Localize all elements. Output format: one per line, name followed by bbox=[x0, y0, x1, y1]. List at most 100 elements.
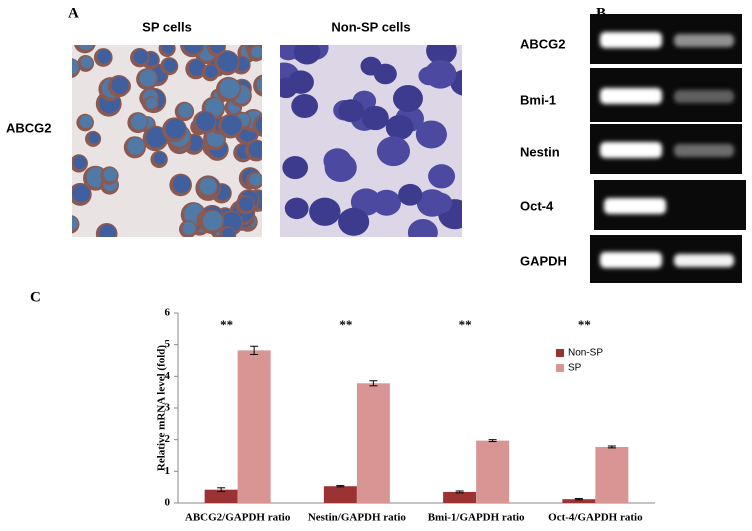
cell-nucleus bbox=[162, 45, 175, 54]
cell-nucleus bbox=[182, 221, 196, 235]
annotation: ** bbox=[339, 317, 352, 332]
gel-band bbox=[604, 198, 666, 214]
gene-label: GAPDH bbox=[520, 253, 567, 268]
cell-nucleus bbox=[202, 210, 223, 231]
cell-nucleus bbox=[72, 184, 91, 203]
cell-nucleus bbox=[248, 141, 262, 158]
cell-nucleus bbox=[415, 120, 447, 149]
cell-nucleus bbox=[165, 118, 186, 139]
cell-nucleus bbox=[424, 59, 457, 89]
cell-nucleus bbox=[188, 59, 205, 76]
cell-nucleus bbox=[429, 192, 453, 214]
cell-nucleus bbox=[219, 78, 240, 99]
gel-band bbox=[674, 254, 734, 267]
gel-band bbox=[600, 142, 662, 158]
cell-nucleus bbox=[78, 45, 94, 50]
x-tick-label: ABCG2/GAPDH ratio bbox=[185, 512, 291, 524]
cell bbox=[253, 74, 262, 97]
column-label: SP cells bbox=[142, 19, 192, 34]
cell-nucleus bbox=[376, 136, 411, 167]
cell-nucleus bbox=[398, 183, 423, 206]
y-axis-label: Relative mRNA level (fold) bbox=[156, 345, 168, 471]
cell-nucleus bbox=[72, 59, 79, 75]
legend-label: Non-SP bbox=[568, 348, 603, 359]
cell-nucleus bbox=[284, 197, 309, 220]
cell-nucleus bbox=[426, 45, 457, 65]
cell-nucleus bbox=[99, 224, 117, 237]
cell-nucleus bbox=[287, 70, 314, 94]
bar bbox=[476, 440, 510, 503]
y-tick-label: 6 bbox=[165, 307, 171, 319]
y-tick-label: 5 bbox=[165, 338, 171, 350]
cell-nucleus bbox=[146, 127, 167, 148]
cell-nucleus bbox=[146, 97, 158, 109]
panel-label: A bbox=[68, 5, 79, 21]
gel-band bbox=[600, 32, 662, 48]
y-tick-label: 3 bbox=[165, 402, 171, 414]
bar bbox=[356, 383, 390, 503]
cell-nucleus bbox=[372, 189, 401, 216]
cell-nucleus bbox=[338, 99, 364, 123]
legend-swatch bbox=[556, 349, 564, 357]
cell-nucleus bbox=[163, 58, 177, 72]
gene-label: ABCG2 bbox=[520, 36, 566, 51]
y-tick-label: 0 bbox=[165, 497, 171, 509]
annotation: ** bbox=[459, 317, 472, 332]
bar bbox=[323, 486, 357, 503]
bar bbox=[595, 446, 629, 503]
panel-label: C bbox=[30, 289, 41, 305]
cell-nucleus bbox=[196, 112, 216, 131]
cell-nucleus bbox=[210, 45, 225, 54]
column-label: Non-SP cells bbox=[331, 19, 410, 34]
cell-nucleus bbox=[338, 207, 370, 236]
legend-label: SP bbox=[568, 363, 582, 374]
cell-nucleus bbox=[249, 173, 262, 186]
x-tick-label: Oct-4/GAPDH ratio bbox=[548, 512, 643, 524]
cell-nucleus bbox=[111, 76, 129, 94]
cell-nucleus bbox=[133, 49, 148, 64]
cell-nucleus bbox=[221, 115, 242, 135]
cell-nucleus bbox=[79, 115, 93, 128]
cell-nucleus bbox=[178, 103, 193, 118]
bar bbox=[562, 499, 596, 503]
cell-nucleus bbox=[88, 132, 100, 144]
cell-nucleus bbox=[183, 45, 203, 54]
cell-nucleus bbox=[361, 105, 389, 131]
error-bar bbox=[250, 345, 259, 355]
cell-nucleus bbox=[222, 227, 235, 237]
gene-label: Bmi-1 bbox=[520, 92, 556, 107]
cell-nucleus bbox=[172, 175, 191, 193]
gel-band bbox=[674, 90, 734, 103]
row-label: ABCG2 bbox=[6, 120, 52, 135]
error-bar bbox=[217, 487, 226, 493]
cell-nucleus bbox=[153, 152, 167, 165]
bar bbox=[443, 491, 477, 503]
panel-label: B bbox=[596, 5, 606, 21]
x-tick-label: Nestin/GAPDH ratio bbox=[308, 512, 407, 524]
y-tick-label: 2 bbox=[165, 433, 171, 445]
cell-nucleus bbox=[255, 116, 262, 134]
cell-nucleus bbox=[73, 155, 87, 170]
cell-nucleus bbox=[217, 51, 239, 72]
x-tick-label: Bmi-1/GAPDH ratio bbox=[428, 512, 525, 524]
cell-nucleus bbox=[205, 65, 218, 78]
cell-nucleus bbox=[293, 45, 321, 65]
annotation: ** bbox=[578, 317, 591, 332]
cell-nucleus bbox=[256, 76, 262, 93]
cell-nucleus bbox=[199, 177, 217, 195]
error-bar bbox=[455, 490, 464, 494]
gel-band bbox=[600, 252, 662, 268]
y-tick-label: 1 bbox=[165, 465, 171, 477]
bar bbox=[237, 350, 271, 503]
cell-nucleus bbox=[127, 137, 145, 155]
error-bar bbox=[574, 498, 583, 501]
cell-nucleus bbox=[130, 113, 147, 130]
gene-label: Oct-4 bbox=[520, 198, 554, 213]
gel-band bbox=[674, 144, 734, 157]
cell-nucleus bbox=[309, 197, 341, 226]
error-bar bbox=[607, 445, 616, 449]
cell-nucleus bbox=[80, 56, 93, 69]
annotation: ** bbox=[220, 317, 233, 332]
legend-swatch bbox=[556, 364, 564, 372]
cell-nucleus bbox=[392, 85, 423, 112]
